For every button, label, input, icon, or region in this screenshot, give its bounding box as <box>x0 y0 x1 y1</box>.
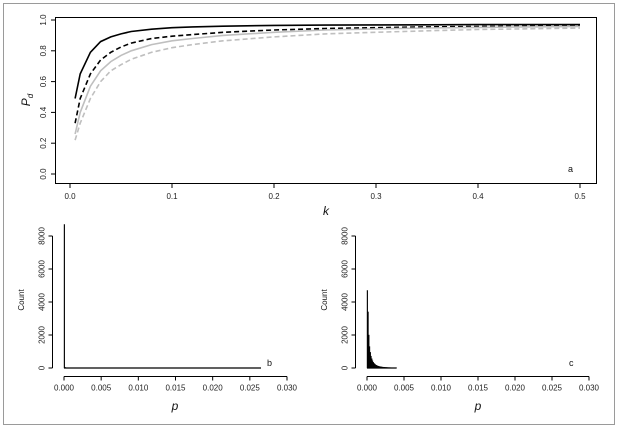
panel-b-letter: b <box>267 358 272 368</box>
panel-b-y-tick-label: 2000 <box>38 326 47 344</box>
panel-a-y-tick-label: 0.4 <box>39 106 48 118</box>
panel-a-series-lines <box>74 23 581 141</box>
panel-b-x-tick-label: 0.020 <box>203 384 224 393</box>
panel-b-bars <box>63 224 261 369</box>
panel-a-y-tick-label: 0.0 <box>39 168 48 180</box>
panel-b-x-tick-label: 0.015 <box>165 384 186 393</box>
panel-c-y-tick-label: 0 <box>341 365 350 370</box>
panel-a-x-axis: 0.0 0.1 0.2 0.3 0.4 0.5 <box>64 183 586 201</box>
panel-c-y-label: Count <box>320 289 329 311</box>
panel-c-x-label: p <box>474 399 482 413</box>
panel-a-y-tick-label: 0.8 <box>39 45 48 57</box>
panel-b-x-tick-label: 0.030 <box>277 384 298 393</box>
panel-c-y-tick-label: 2000 <box>341 326 350 344</box>
panel-a-x-tick-label: 0.5 <box>574 192 586 201</box>
panel-b-y-tick-label: 6000 <box>38 260 47 278</box>
panel-c-y-tick-label: 4000 <box>341 293 350 311</box>
panel-a-series-line-2 <box>74 25 581 124</box>
panel-c-x-tick-label: 0.025 <box>542 384 563 393</box>
panel-a-plot-box <box>55 17 597 184</box>
panel-b-y-tick-label: 4000 <box>38 293 47 311</box>
panel-a-letter: a <box>568 164 573 174</box>
panel-c-x-axis: 0.000 0.005 0.010 0.015 0.020 0.025 0.030 <box>357 376 600 393</box>
panel-b-x-tick-label: 0.025 <box>240 384 261 393</box>
panel-a-line-chart: 0.00.20.40.60.81.0 0.0 0.1 0.2 0.3 0.4 0.5 k … <box>19 14 597 218</box>
panel-b-x-label: p <box>171 399 179 413</box>
panel-c-y-tick-label: 6000 <box>341 260 350 278</box>
panel-b-x-tick-label: 0.000 <box>54 384 75 393</box>
panel-c-y-tick-label: 8000 <box>341 227 350 245</box>
panel-b-y-axis: 0 2000 4000 6000 8000 <box>38 227 53 370</box>
panel-c-x-tick-label: 0.010 <box>431 384 452 393</box>
figure-frame <box>3 3 615 425</box>
panel-a-y-label: Pd <box>19 93 35 106</box>
panel-a-y-axis: 0.0 0.2 0.4 0.6 0.8 1.0 <box>39 14 56 180</box>
panel-a-y-tick-label: 0.2 <box>39 137 48 149</box>
panel-b-y-tick-label: 8000 <box>38 227 47 245</box>
panel-a-x-tick-label: 0.3 <box>370 192 382 201</box>
panel-a-x-tick-label: 0.0 <box>64 192 76 201</box>
panel-b-bar <box>63 224 65 369</box>
panel-c-x-tick-label: 0.000 <box>357 384 378 393</box>
panel-c-x-tick-label: 0.015 <box>468 384 489 393</box>
panel-a-y-tick-label: 1.0 <box>39 14 48 26</box>
panel-c-x-tick-label: 0.030 <box>579 384 600 393</box>
panel-b-x-axis: 0.000 0.005 0.010 0.015 0.020 0.025 0.030 <box>54 376 298 393</box>
panel-b-x-tick-label: 0.010 <box>128 384 149 393</box>
panel-c-bars <box>366 290 397 369</box>
panel-c-x-tick-label: 0.005 <box>394 384 415 393</box>
panel-c-y-axis: 0 2000 4000 6000 8000 <box>341 227 356 370</box>
panel-c-x-tick-label: 0.020 <box>505 384 526 393</box>
panel-a-series-line-4 <box>74 27 581 141</box>
panel-a-x-tick-label: 0.2 <box>268 192 280 201</box>
panel-b-y-tick-label: 0 <box>38 365 47 370</box>
panel-a-x-label: k <box>323 204 330 218</box>
panel-a-x-tick-label: 0.1 <box>166 192 178 201</box>
panel-a-series-line-3 <box>74 25 581 135</box>
panel-b-y-label: Count <box>17 289 26 311</box>
panel-a-y-tick-label: 0.6 <box>39 75 48 87</box>
panel-b-x-tick-label: 0.005 <box>91 384 112 393</box>
panel-c-letter: c <box>569 358 574 368</box>
panel-a-x-tick-label: 0.4 <box>472 192 484 201</box>
panel-a-series-line-1 <box>74 23 580 99</box>
